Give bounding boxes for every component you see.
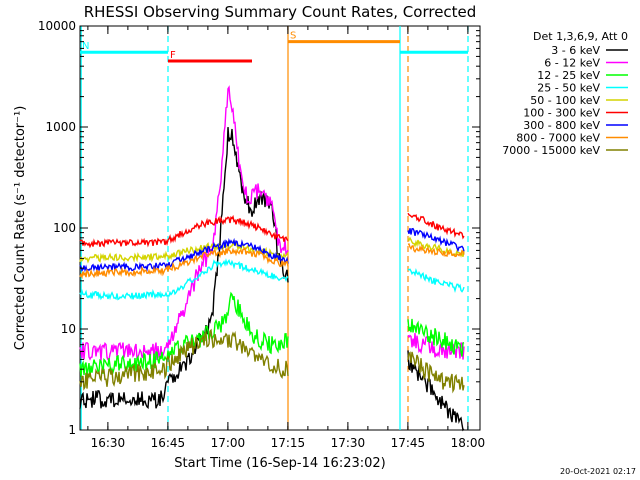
series-line — [407, 227, 465, 253]
y-tick-label: 100 — [53, 221, 76, 235]
series-line — [407, 267, 465, 293]
x-tick-label: 18:00 — [451, 436, 486, 450]
series-line — [79, 237, 289, 274]
legend-label: 7000 - 15000 keV — [502, 144, 600, 157]
footer-timestamp: 20-Oct-2021 02:17 — [560, 467, 636, 476]
legend-title: Det 1,3,6,9, Att 0 — [533, 30, 628, 43]
y-tick-label: 10 — [61, 322, 76, 336]
x-tick-label: 17:45 — [391, 436, 426, 450]
y-tick-label: 1000 — [45, 120, 76, 134]
x-tick-label: 16:45 — [151, 436, 186, 450]
data-series — [79, 85, 465, 432]
legend-label: 25 - 50 keV — [537, 82, 600, 95]
series-line — [407, 212, 465, 240]
y-axis-label: Corrected Count Rate (s⁻¹ detector⁻¹) — [13, 106, 28, 351]
annotation-label: N — [82, 41, 89, 52]
series-line — [79, 291, 289, 377]
legend-label: 50 - 100 keV — [530, 94, 600, 107]
series-line — [79, 127, 289, 410]
series-line — [79, 214, 289, 249]
legend-label: 100 - 300 keV — [523, 107, 600, 120]
y-tick-label: 10000 — [38, 19, 76, 33]
legend-label: 6 - 12 keV — [544, 57, 600, 70]
annotation-label: F — [170, 50, 176, 61]
series-line — [79, 240, 289, 264]
series-line — [407, 350, 465, 432]
series-line — [407, 351, 465, 394]
legend-label: 300 - 800 keV — [523, 119, 600, 132]
series-line — [407, 318, 465, 357]
x-axis: 16:30 16:45 17:00 17:15 17:30 17:45 18:00 — [87, 26, 486, 450]
legend-label: 3 - 6 keV — [551, 44, 600, 57]
x-axis-label: Start Time (16-Sep-14 16:23:02) — [174, 456, 385, 471]
series-line — [79, 258, 289, 301]
y-axis: 1 10 100 1000 10000 — [38, 19, 480, 437]
chart-title: RHESSI Observing Summary Count Rates, Co… — [84, 3, 477, 21]
x-tick-label: 17:30 — [331, 436, 366, 450]
series-line — [79, 328, 289, 391]
annotation-label: S — [290, 31, 296, 42]
legend-label: 12 - 25 keV — [537, 69, 600, 82]
x-tick-label: 17:00 — [211, 436, 246, 450]
series-line — [79, 85, 289, 361]
y-tick-label: 1 — [68, 423, 76, 437]
annotation-bars: N F S — [80, 31, 468, 63]
series-line — [79, 246, 289, 280]
legend-label: 800 - 7000 keV — [516, 132, 600, 145]
x-tick-label: 16:30 — [91, 436, 126, 450]
series-line — [407, 243, 465, 258]
x-tick-label: 17:15 — [271, 436, 306, 450]
